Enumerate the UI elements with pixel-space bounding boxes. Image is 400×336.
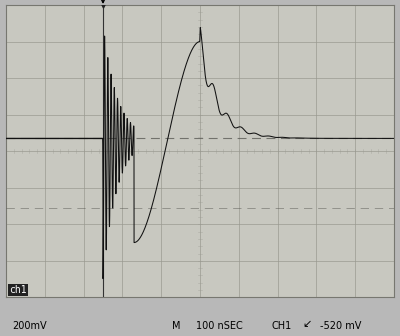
Text: -520 mV: -520 mV [320,321,361,331]
Text: ch1: ch1 [9,285,27,295]
Text: 100 nSEC: 100 nSEC [196,321,243,331]
Text: CH1: CH1 [272,321,292,331]
Text: ↙: ↙ [302,319,311,329]
Text: M: M [172,321,180,331]
Text: 200mV: 200mV [12,321,47,331]
